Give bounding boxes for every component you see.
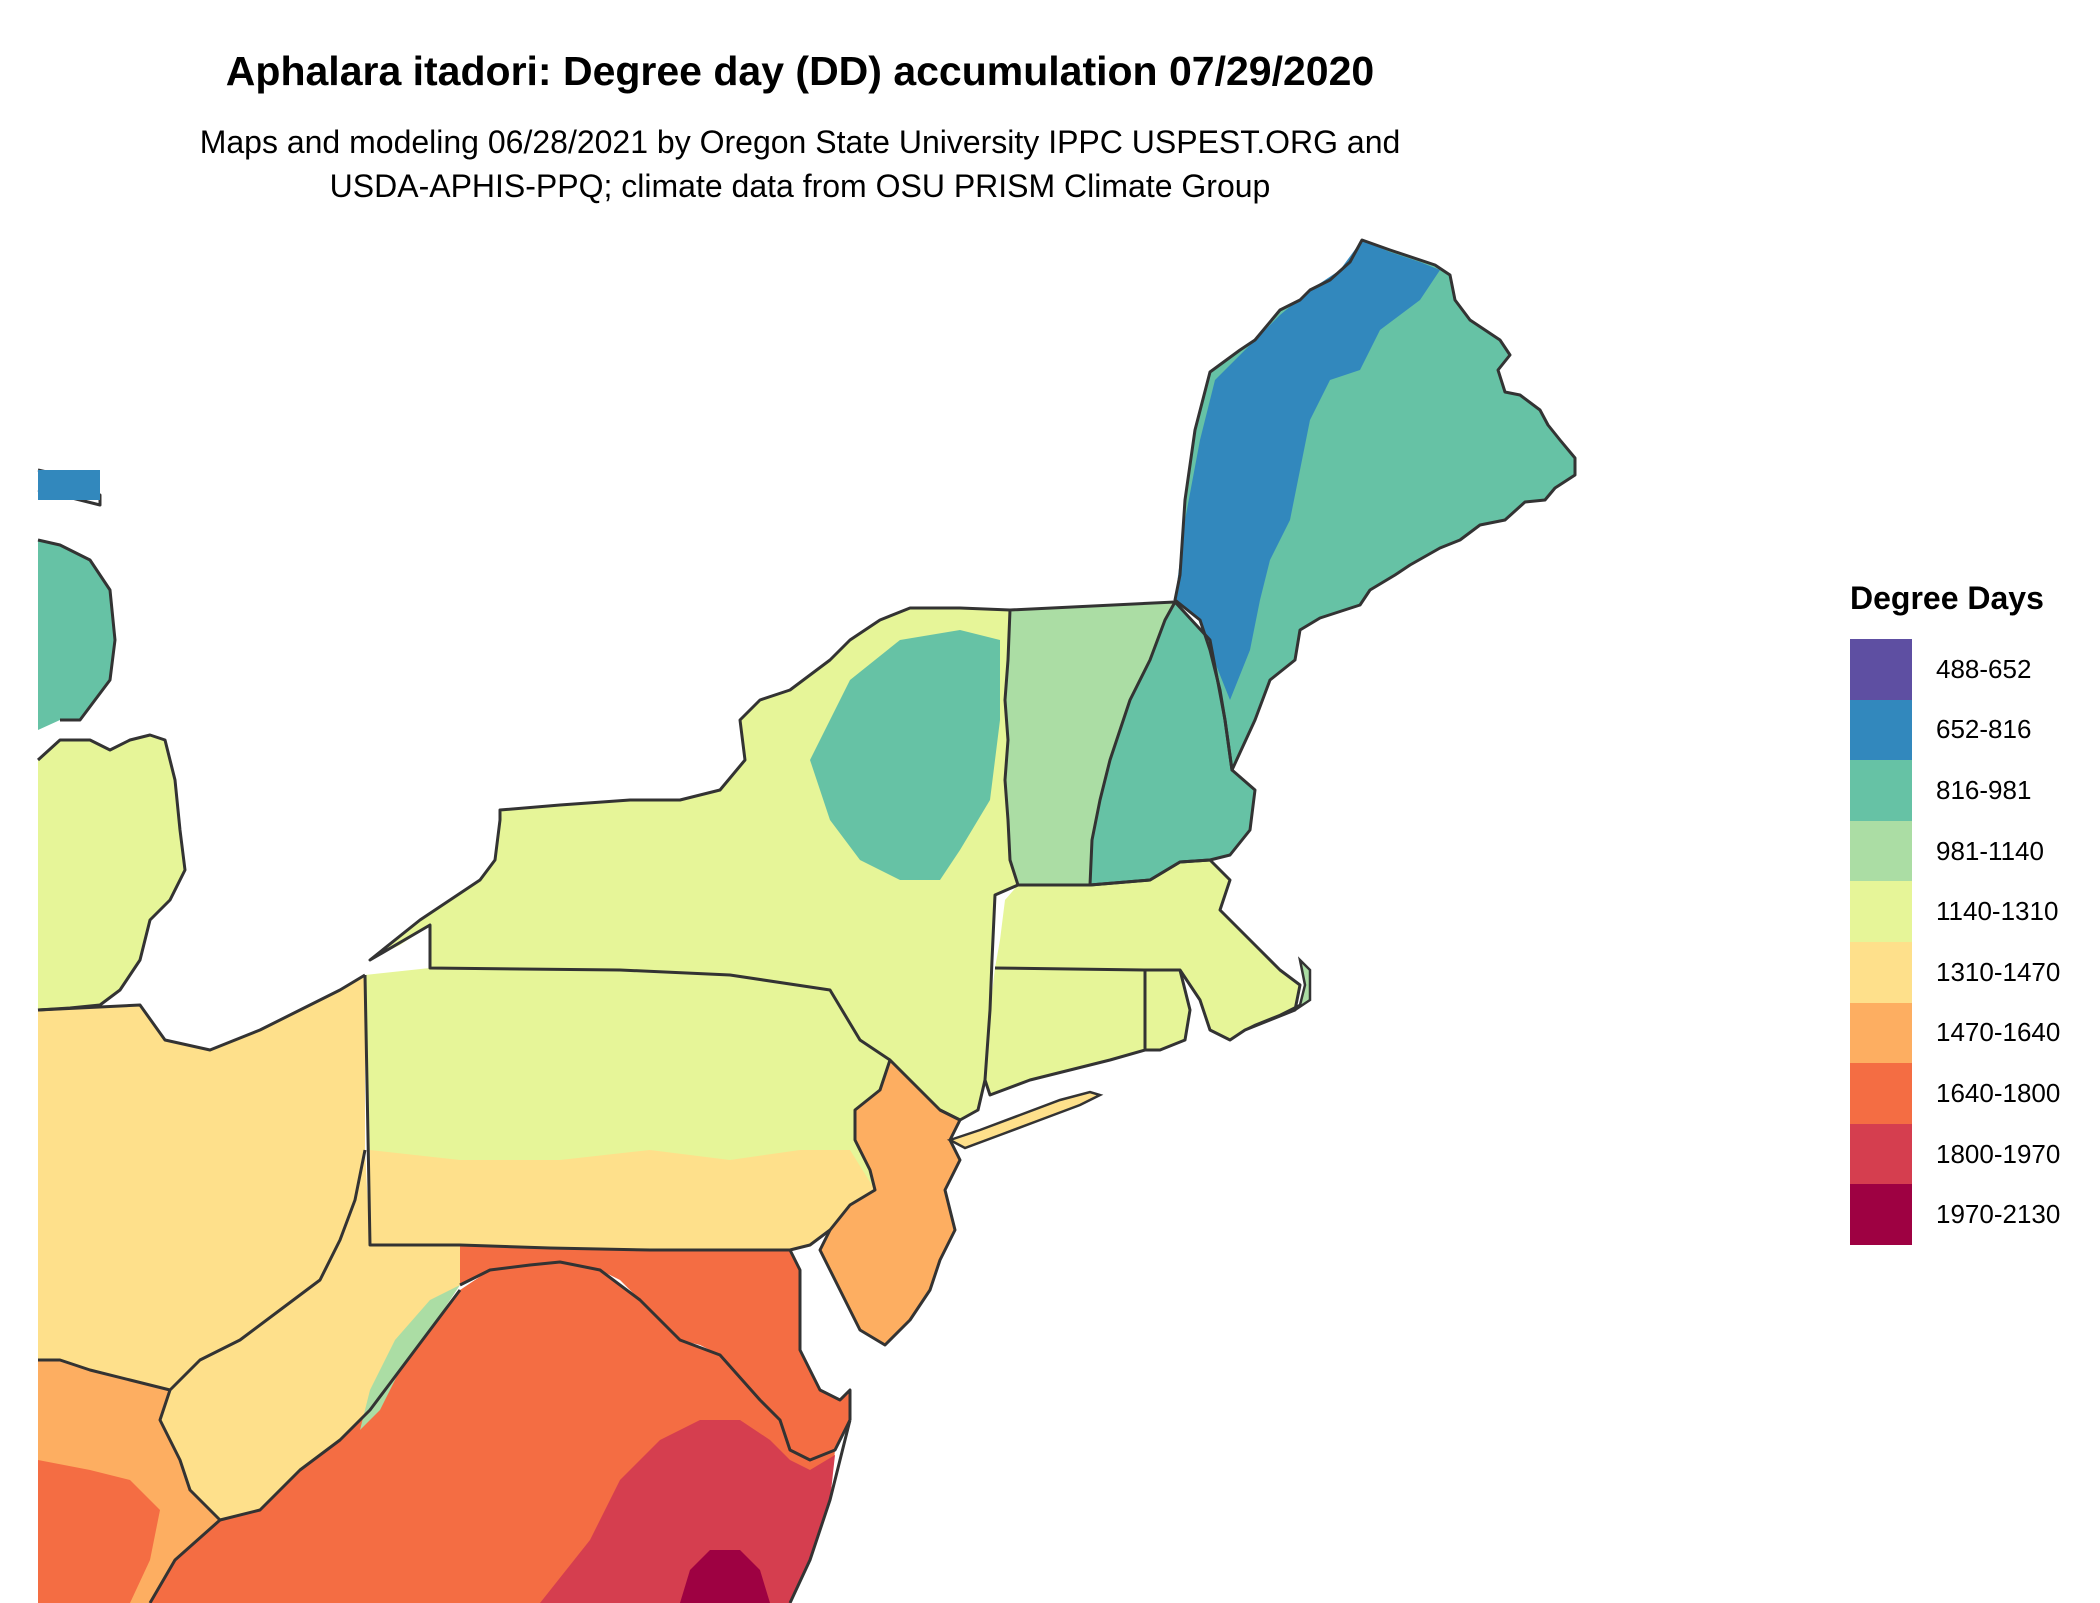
- michigan-fill: [38, 735, 185, 1010]
- subtitle-line-1: Maps and modeling 06/28/2021 by Oregon S…: [199, 124, 1401, 160]
- legend-item: 816-981: [1850, 760, 2090, 821]
- legend: Degree Days 488-652 652-816 816-981 981-114…: [1850, 580, 2090, 1245]
- legend-label: 816-981: [1936, 774, 2032, 805]
- subtitle-line-2: USDA-APHIS-PPQ; climate data from OSU PR…: [329, 168, 1271, 204]
- legend-label: 1800-1970: [1936, 1138, 2061, 1169]
- maine-boundary: [1173, 238, 1577, 772]
- vermont-fill: [1005, 602, 1175, 885]
- legend-swatch: [1850, 760, 1912, 821]
- legend-items: 488-652 652-816 816-981 981-1140 1140-1310 13…: [1850, 639, 2090, 1245]
- virginia-tidewater-fill: [540, 1420, 835, 1603]
- virginia-kentucky-boundary: [148, 1518, 221, 1603]
- vermont-boundary: [1003, 600, 1176, 886]
- long-island-fill: [946, 1090, 1104, 1150]
- legend-item: 488-652: [1850, 639, 2090, 700]
- legend-item: 1140-1310: [1850, 881, 2090, 942]
- ohio-boundary: [37, 973, 366, 1052]
- legend-label: 1970-2130: [1936, 1199, 2061, 1230]
- legend-item: 1470-1640: [1850, 1002, 2090, 1064]
- maine-cool-zone: [1175, 240, 1440, 700]
- kentucky-south-fill: [38, 1460, 160, 1603]
- legend-label: 981-1140: [1936, 835, 2044, 866]
- legend-item: 1640-1800: [1850, 1063, 2090, 1124]
- legend-swatch: [1850, 941, 1912, 1003]
- legend-swatch: [1850, 699, 1912, 761]
- delaware-boundary: [788, 1249, 852, 1420]
- new-hampshire-fill: [1090, 602, 1255, 885]
- legend-label: 1640-1800: [1936, 1077, 2061, 1108]
- ohio-kentucky-boundary: [38, 1358, 171, 1392]
- legend-item: 652-816: [1850, 699, 2090, 761]
- new-jersey-boundary: [818, 1108, 962, 1347]
- legend-label: 1310-1470: [1936, 956, 2061, 987]
- legend-item: 1970-2130: [1850, 1184, 2090, 1245]
- maryland-virginia-boundary: [459, 1260, 852, 1462]
- west-virginia-fill: [160, 1150, 460, 1520]
- ny-adirondacks-fill: [810, 630, 1000, 880]
- legend-title: Degree Days: [1850, 580, 2044, 616]
- legend-swatch: [1850, 881, 1912, 942]
- pennsylvania-boundary: [363, 974, 892, 1252]
- legend-swatch: [1850, 1123, 1912, 1185]
- legend-swatch: [1850, 1184, 1912, 1245]
- massachusetts-boundary: [994, 858, 1302, 1042]
- legend-item: 1310-1470: [1850, 941, 2090, 1003]
- legend-item: 981-1140: [1850, 820, 2090, 882]
- virginia-coast-boundary: [788, 1419, 852, 1603]
- michigan-north-boundary: [37, 538, 117, 722]
- legend-item: 1800-1970: [1850, 1123, 2090, 1185]
- map-subtitle: Maps and modeling 06/28/2021 by Oregon S…: [0, 120, 1600, 208]
- west-virginia-boundary: [158, 1149, 462, 1522]
- map-title: Aphalara itadori: Degree day (DD) accumu…: [225, 48, 1375, 94]
- ohio-fill: [38, 975, 365, 1390]
- new-york-boundary: [368, 606, 1019, 1122]
- rhode-island-fill: [1145, 970, 1190, 1050]
- michigan-boundary: [36, 733, 187, 1012]
- legend-swatch: [1850, 639, 1912, 700]
- massachusetts-fill: [995, 860, 1300, 1040]
- legend-label: 1470-1640: [1936, 1017, 2061, 1048]
- rhode-island-boundary: [1145, 969, 1192, 1052]
- pennsylvania-south-fill: [370, 1150, 875, 1250]
- connecticut-fill: [985, 968, 1145, 1095]
- legend-label: 488-652: [1936, 653, 2032, 684]
- virginia-hottest-fill: [680, 1550, 770, 1603]
- legend-label: 652-816: [1936, 714, 2032, 745]
- state-boundaries: [36, 238, 1577, 1603]
- legend-swatch: [1850, 1063, 1912, 1124]
- michigan-north-fill: [38, 540, 115, 730]
- legend-swatch: [1850, 1002, 1912, 1064]
- degree-day-map: [36, 238, 1577, 1603]
- legend-swatch: [1850, 820, 1912, 882]
- maryland-fill: [460, 1245, 850, 1460]
- legend-label: 1140-1310: [1936, 896, 2059, 927]
- michigan-upper-peninsula-fill: [38, 470, 100, 500]
- state-fills: [38, 240, 1575, 1603]
